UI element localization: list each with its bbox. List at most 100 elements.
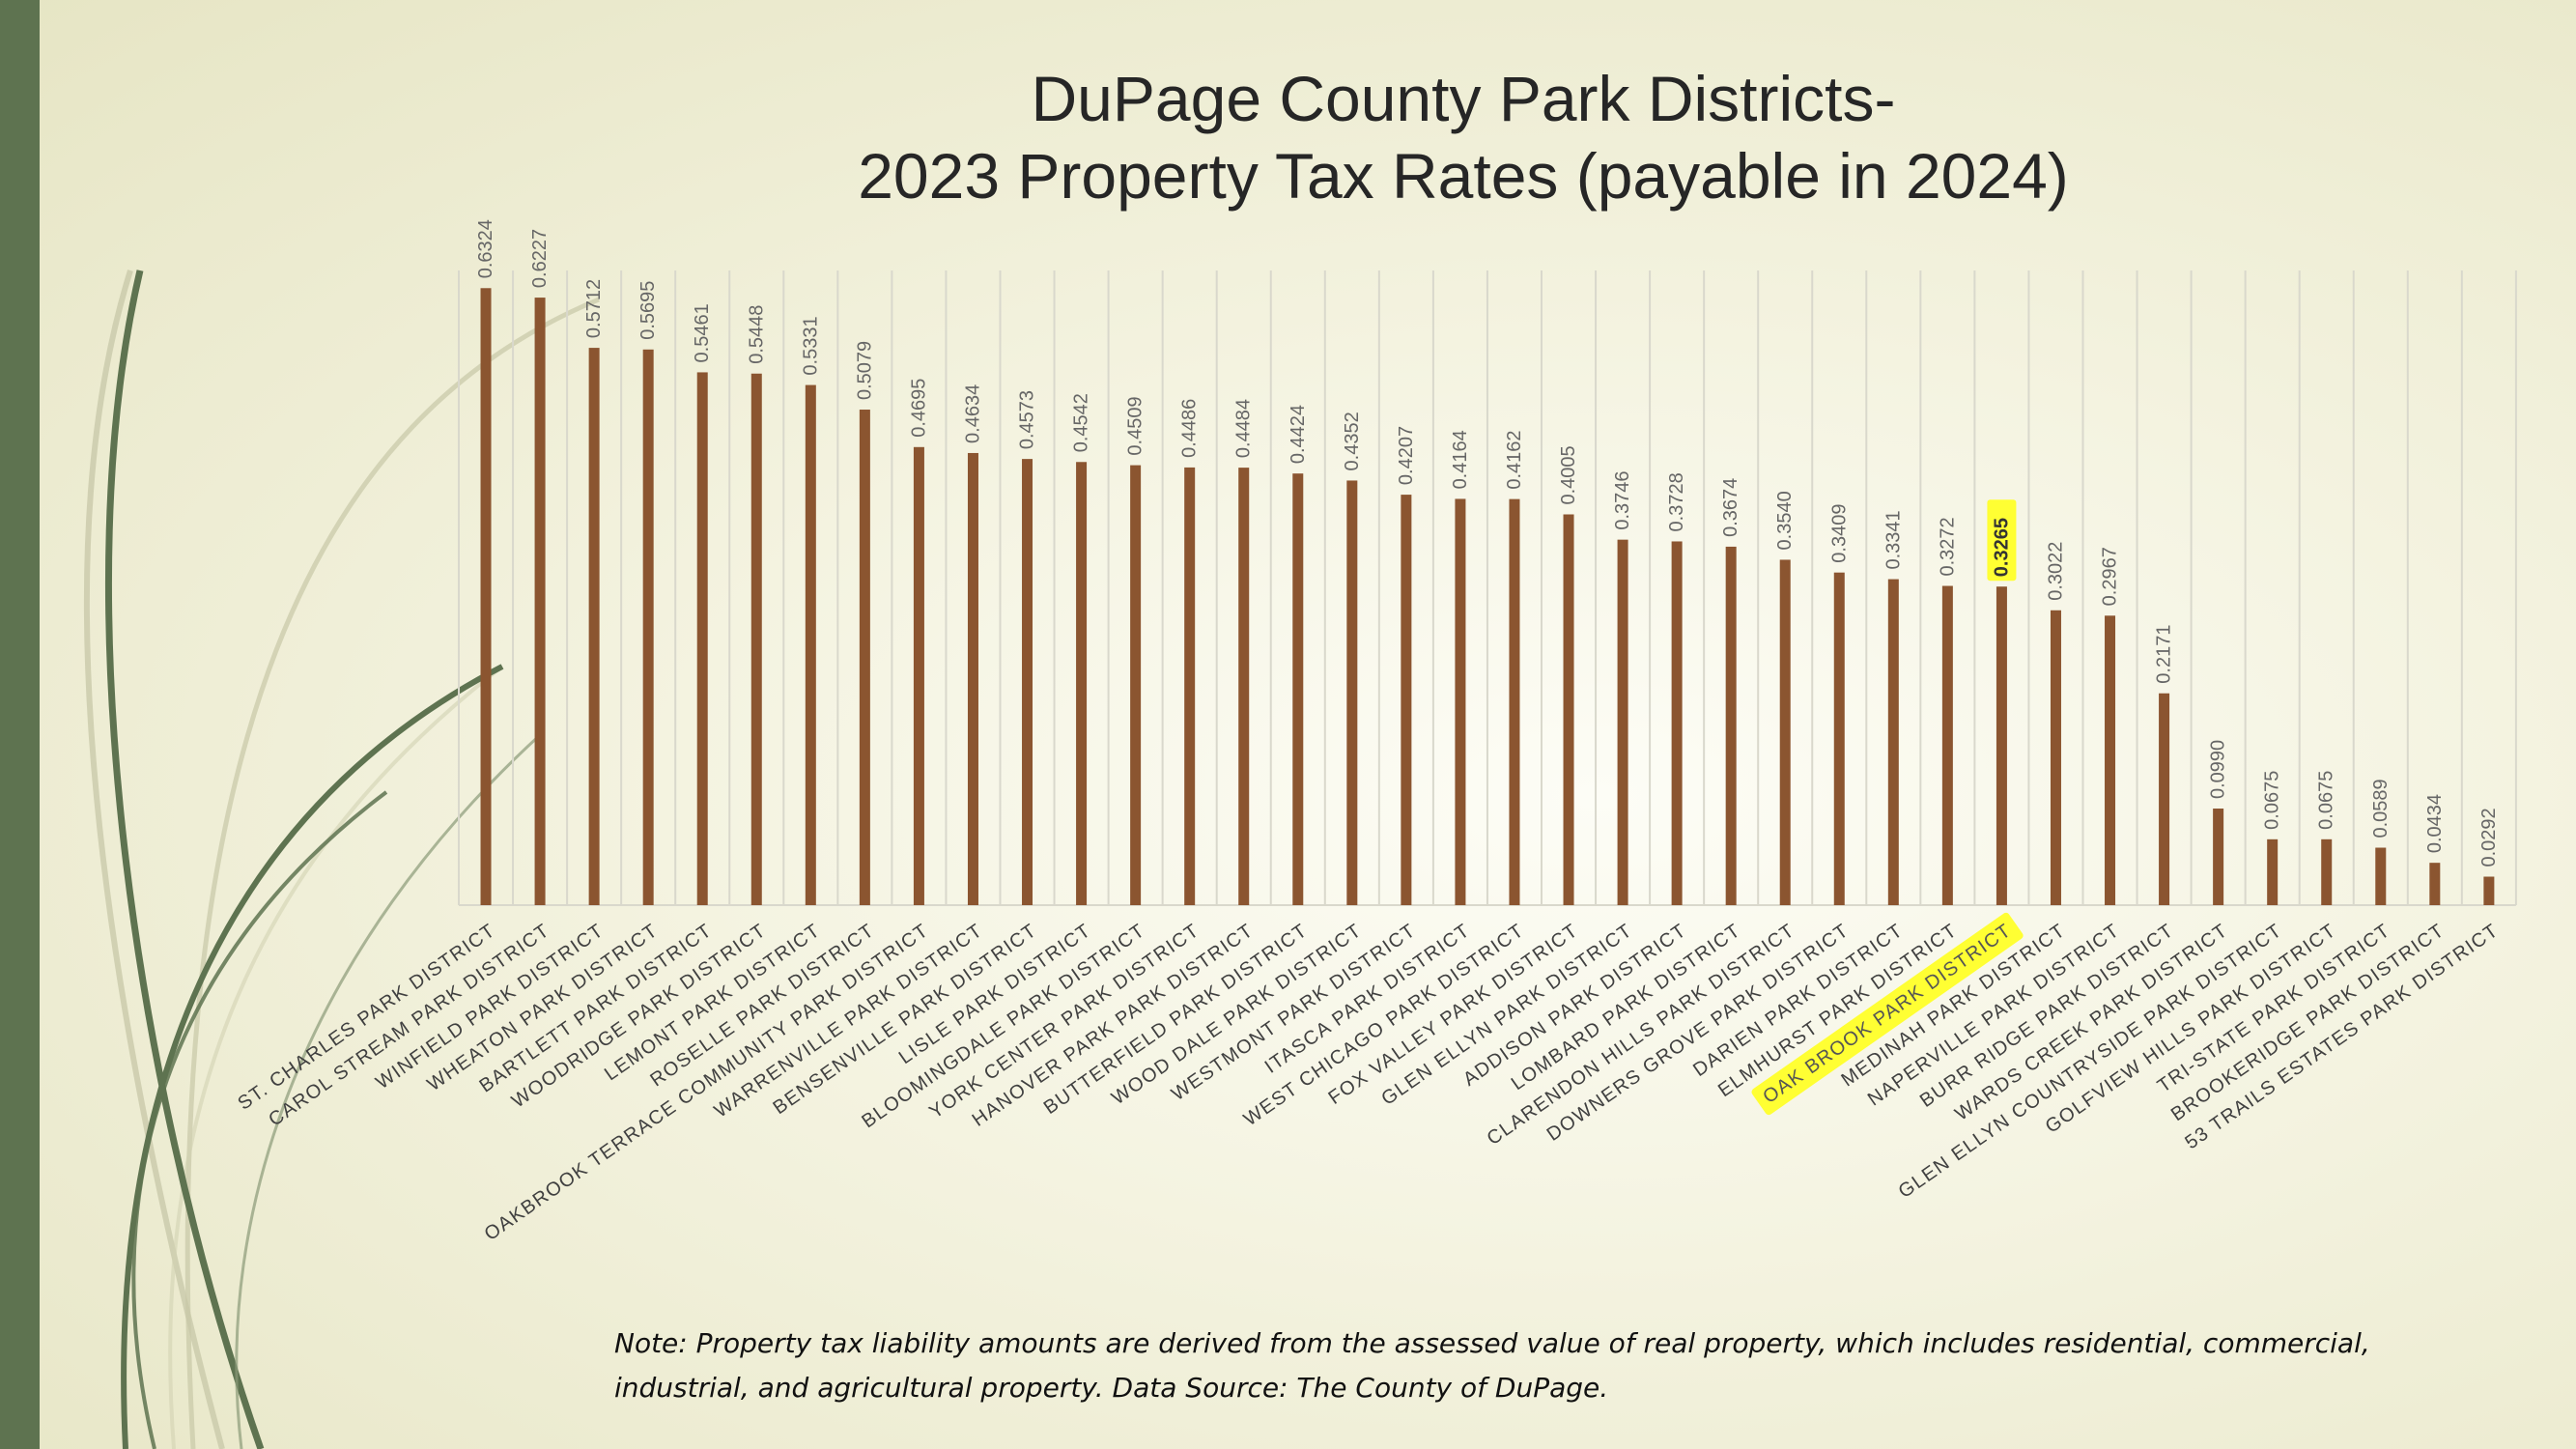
bar — [1130, 465, 1142, 905]
value-label-group: 0.0990 — [2208, 740, 2229, 799]
value-label-group: 0.4542 — [1071, 393, 1092, 452]
value-label: 0.0434 — [2424, 794, 2446, 853]
value-label: 0.5448 — [746, 305, 767, 364]
value-label-group: 0.6324 — [475, 219, 496, 278]
value-label: 0.3265 — [1991, 518, 2012, 577]
value-label: 0.4509 — [1125, 396, 1146, 455]
bar — [859, 410, 870, 905]
value-label: 0.3409 — [1828, 504, 1850, 563]
value-label-group: 0.0292 — [2478, 808, 2500, 867]
bar — [1509, 498, 1520, 905]
value-label: 0.4352 — [1342, 412, 1363, 470]
value-label: 0.4542 — [1071, 393, 1092, 452]
value-label: 0.6324 — [475, 219, 496, 278]
value-label: 0.0292 — [2478, 808, 2500, 867]
bar — [2429, 863, 2441, 905]
bar — [1292, 473, 1304, 905]
category-label-highlight — [1751, 912, 2024, 1116]
value-label: 0.4573 — [1017, 390, 1038, 449]
bar — [1941, 585, 1953, 905]
value-label-group: 0.3265 — [1987, 499, 2017, 582]
value-label-group: 0.3409 — [1828, 504, 1850, 563]
value-label-group: 0.0589 — [2370, 779, 2392, 838]
footnote: Note: Property tax liability amounts are… — [614, 1321, 2401, 1410]
value-label-group: 0.5331 — [800, 316, 821, 375]
value-label: 0.3341 — [1882, 510, 1904, 569]
value-label: 0.4005 — [1558, 445, 1579, 504]
value-label: 0.3272 — [1937, 517, 1958, 576]
value-label-group: 0.3540 — [1774, 491, 1796, 550]
value-label-group: 0.0675 — [2262, 771, 2283, 830]
bar — [588, 348, 600, 905]
bar — [1779, 559, 1791, 905]
value-label-group: 0.2171 — [2154, 625, 2175, 684]
value-label: 0.5461 — [692, 303, 713, 362]
bar — [1887, 579, 1899, 905]
bar — [1563, 514, 1574, 905]
chart-gridlines — [458, 270, 2517, 906]
value-label-group: 0.5695 — [637, 281, 659, 340]
bar — [480, 288, 492, 905]
bar — [2483, 876, 2495, 905]
value-label-group: 0.4695 — [908, 379, 929, 438]
value-label: 0.0675 — [2316, 771, 2337, 830]
value-label-group: 0.4573 — [1017, 390, 1038, 449]
value-label: 0.0675 — [2262, 771, 2283, 830]
value-label: 0.4484 — [1233, 399, 1255, 458]
value-label: 0.4162 — [1504, 430, 1525, 489]
value-label-group: 0.3746 — [1612, 470, 1633, 529]
chart-title-line-1: DuPage County Park Districts- — [1031, 63, 1896, 134]
value-label: 0.5079 — [854, 341, 875, 400]
chart-bars — [480, 288, 2495, 906]
value-label-highlight — [1987, 499, 2017, 582]
value-label: 0.3540 — [1774, 491, 1796, 550]
bar — [642, 349, 654, 905]
bar — [2213, 809, 2224, 905]
value-label-group: 0.4484 — [1233, 399, 1255, 458]
value-label-group: 0.3728 — [1666, 472, 1687, 531]
value-label-group: 0.4164 — [1450, 430, 1471, 489]
footnote-line-2: industrial, and agricultural property. D… — [614, 1372, 1609, 1404]
value-label: 0.5695 — [637, 281, 659, 340]
value-label: 0.4424 — [1288, 405, 1309, 464]
chart-title: DuPage County Park Districts- 2023 Prope… — [618, 60, 2308, 214]
bar — [750, 373, 762, 905]
value-label-group: 0.4509 — [1125, 396, 1146, 455]
bar — [1022, 459, 1033, 905]
value-label-group: 0.5079 — [854, 341, 875, 400]
value-label-group: 0.4005 — [1558, 445, 1579, 504]
bar — [805, 384, 816, 906]
value-label-group: 0.5448 — [746, 305, 767, 364]
footnote-line-1: Note: Property tax liability amounts are… — [614, 1327, 2370, 1359]
value-label: 0.5331 — [800, 316, 821, 375]
bar — [1671, 541, 1683, 905]
bar — [534, 298, 546, 905]
bar — [2267, 838, 2279, 905]
value-label-group: 0.4207 — [1396, 426, 1417, 485]
value-label: 0.2967 — [2100, 547, 2121, 606]
bar — [2105, 615, 2116, 905]
value-label-group: 0.3022 — [2045, 542, 2066, 601]
value-label-group: 0.4162 — [1504, 430, 1525, 489]
bar — [1401, 495, 1412, 905]
bar — [1455, 498, 1466, 905]
value-label: 0.3674 — [1720, 478, 1741, 537]
value-label-group: 0.4486 — [1179, 399, 1201, 458]
chart-value-labels: 0.6324 0.6227 0.5712 0.5695 0.5461 0.5448 0.53… — [475, 219, 2500, 867]
bar — [2050, 610, 2061, 905]
bar — [1238, 468, 1250, 905]
bar — [1725, 546, 1737, 905]
value-label-group: 0.3674 — [1720, 478, 1741, 537]
value-label: 0.5712 — [583, 279, 605, 338]
bar — [1617, 539, 1628, 905]
value-label-group: 0.0675 — [2316, 771, 2337, 830]
value-label: 0.4634 — [962, 384, 983, 443]
value-label: 0.0589 — [2370, 779, 2392, 838]
chart-title-line-2: 2023 Property Tax Rates (payable in 2024… — [858, 140, 2069, 212]
value-label: 0.4164 — [1450, 430, 1471, 489]
value-label-group: 0.5712 — [583, 279, 605, 338]
bar — [913, 446, 924, 905]
value-label: 0.2171 — [2154, 625, 2175, 684]
